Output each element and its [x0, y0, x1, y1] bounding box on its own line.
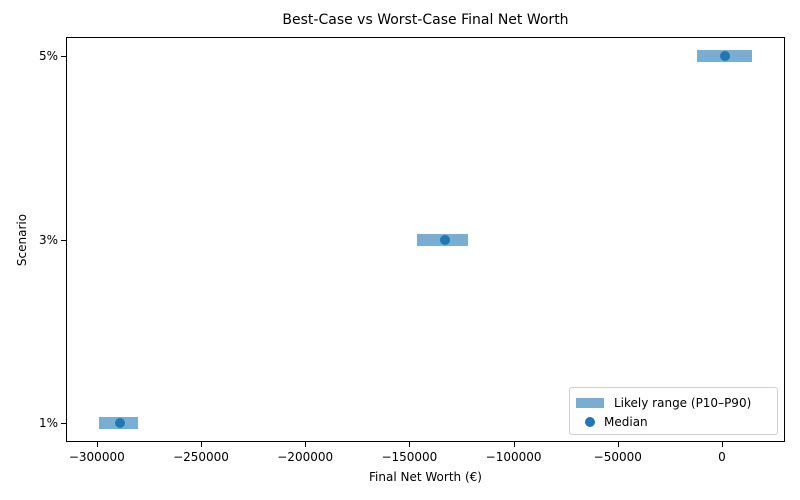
- x-tick: [96, 442, 98, 447]
- y-tick: [61, 56, 66, 57]
- y-tick-label: 3%: [38, 233, 58, 247]
- x-tick: [409, 442, 411, 447]
- legend: Likely range (P10–P90) Median: [569, 387, 778, 435]
- legend-range-label: Likely range (P10–P90): [614, 396, 752, 410]
- x-tick-label: −300000: [68, 450, 125, 464]
- x-tick-label: 0: [718, 450, 726, 464]
- y-tick-label: 1%: [38, 416, 58, 430]
- median-point: [440, 235, 451, 245]
- x-axis-label: Final Net Worth (€): [369, 470, 482, 484]
- y-tick-label: 5%: [38, 49, 58, 63]
- x-tick-label: −50000: [593, 450, 642, 464]
- chart-title: Best-Case vs Worst-Case Final Net Worth: [282, 12, 569, 28]
- x-tick: [722, 442, 723, 447]
- median-point: [719, 51, 730, 61]
- median-point: [114, 418, 125, 428]
- x-tick-label: −200000: [277, 450, 334, 464]
- x-tick: [201, 442, 202, 447]
- y-tick: [61, 423, 66, 424]
- range-swatch-icon: [576, 398, 604, 408]
- legend-median-label: Median: [604, 415, 648, 429]
- x-tick: [617, 442, 619, 447]
- x-tick-label: −100000: [485, 450, 542, 464]
- y-axis-label: Scenario: [15, 213, 29, 267]
- x-tick: [513, 442, 515, 447]
- legend-item-range: Likely range (P10–P90): [576, 396, 751, 410]
- plot-area: [66, 37, 785, 442]
- x-tick: [305, 442, 307, 447]
- y-tick: [61, 240, 66, 241]
- x-tick-label: −150000: [381, 450, 438, 464]
- x-tick-label: −250000: [173, 450, 229, 464]
- median-dot-icon: [585, 417, 595, 427]
- legend-item-median: Median: [576, 415, 648, 429]
